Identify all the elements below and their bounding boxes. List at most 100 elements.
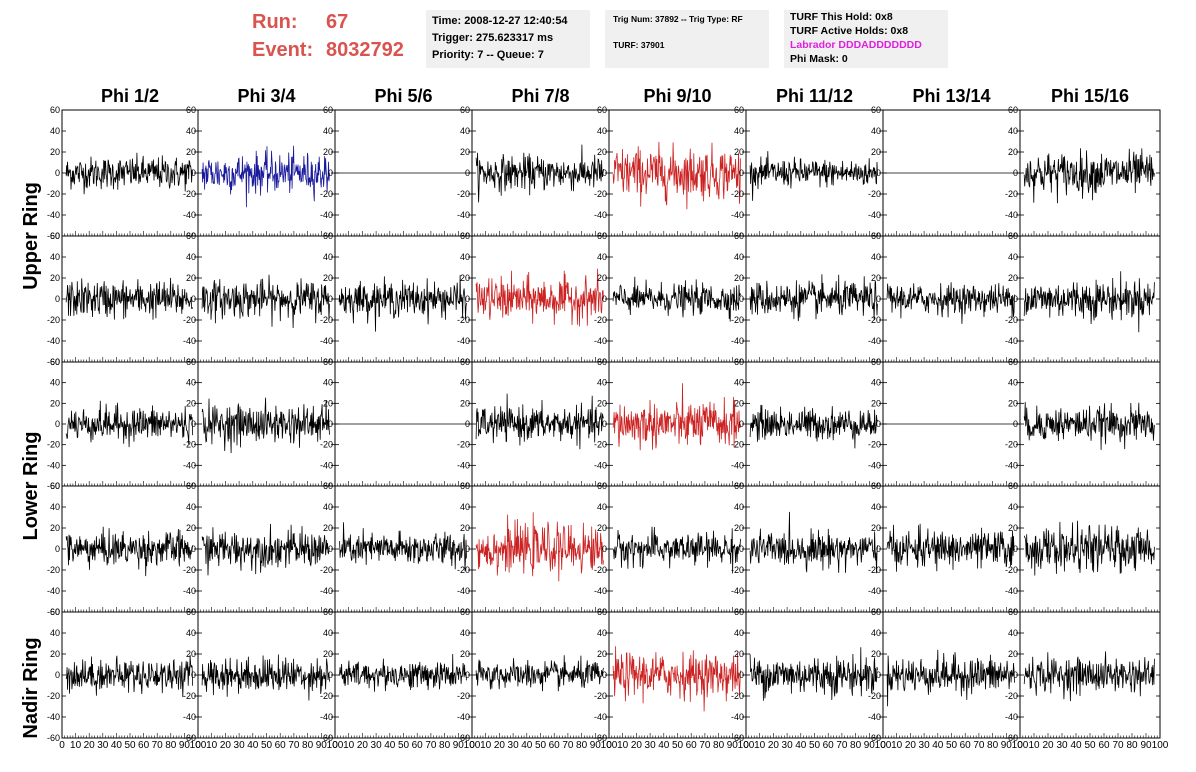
y-tick-label: -20 [47,691,60,701]
x-tick-label: 20 [631,740,643,751]
y-tick-label: 20 [460,649,470,659]
run-value: 67 [326,11,349,33]
y-tick-label: 60 [186,105,196,115]
y-tick-label: -20 [457,691,470,701]
x-tick-label: 100 [1012,740,1029,751]
y-tick-label: 40 [460,252,470,262]
y-tick-label: 60 [50,231,60,241]
y-tick-label: -20 [868,691,881,701]
x-tick-label: 50 [809,740,821,751]
y-tick-label: 0 [876,544,881,554]
x-tick-label: 80 [439,740,451,751]
waveform-trace [201,274,330,329]
y-tick-label: -40 [183,712,196,722]
panel-frame [745,611,884,739]
y-tick-label: -20 [47,315,60,325]
y-tick-label: 0 [739,670,744,680]
y-tick-label: 60 [597,105,607,115]
x-tick-label: 50 [124,740,136,751]
y-tick-label: 20 [186,523,196,533]
waveform-trace [475,268,604,327]
y-tick-label: 0 [328,544,333,554]
y-tick-label: 60 [186,607,196,617]
y-tick-label: 20 [460,523,470,533]
col-title-phi-3-4: Phi 3/4 [237,86,296,106]
y-tick-label: -40 [320,586,333,596]
x-tick-label: 0 [880,740,886,751]
x-tick-label: 90 [453,740,465,751]
waveform-trace [1023,651,1155,702]
y-tick-label: -20 [457,565,470,575]
y-tick-label: 60 [50,481,60,491]
y-tick-label: -20 [183,315,196,325]
turf-num-text: TURF: 37901 [613,40,665,50]
y-tick-label: -20 [320,440,333,450]
y-tick-label: -20 [868,315,881,325]
y-tick-label: -40 [183,586,196,596]
y-tick-label: 0 [602,544,607,554]
run-event-header: Run: 67 Event: 8032792 [252,8,404,64]
y-tick-label: -40 [183,460,196,470]
x-tick-label: 100 [601,740,618,751]
y-tick-label: 0 [876,670,881,680]
y-tick-label: 20 [460,273,470,283]
y-tick-label: -40 [594,336,607,346]
y-tick-label: 0 [55,670,60,680]
y-tick-label: -20 [731,691,744,701]
y-tick-label: 20 [734,147,744,157]
y-tick-label: 60 [734,105,744,115]
y-tick-label: 20 [871,649,881,659]
y-tick-label: 0 [602,419,607,429]
y-tick-label: -40 [457,712,470,722]
y-tick-label: 60 [734,231,744,241]
col-title-phi-15-16: Phi 15/16 [1050,86,1130,106]
y-tick-label: -40 [47,586,60,596]
y-tick-label: 20 [50,523,60,533]
y-tick-label: 60 [460,105,470,115]
y-tick-label: 60 [50,357,60,367]
y-tick-label: -20 [320,315,333,325]
col-title-phi-1-2: Phi 1/2 [100,86,160,106]
y-tick-label: 40 [460,378,470,388]
y-tick-label: 0 [328,670,333,680]
y-tick-label: 40 [871,252,881,262]
x-tick-label: 40 [1070,740,1082,751]
x-tick-label: 40 [795,740,807,751]
y-tick-label: -20 [594,315,607,325]
y-tick-label: 20 [323,273,333,283]
y-tick-label: 40 [460,126,470,136]
y-tick-label: 40 [1008,628,1018,638]
y-tick-label: -20 [183,189,196,199]
turf-hold-box: TURF This Hold: 0x8 TURF Active Holds: 0… [784,10,948,68]
y-tick-label: 60 [734,481,744,491]
y-tick-label: 60 [323,105,333,115]
y-tick-label: -20 [594,691,607,701]
x-tick-label: 80 [1126,740,1138,751]
y-tick-label: -40 [731,586,744,596]
y-tick-label: 0 [602,670,607,680]
waveform-trace [612,383,741,451]
y-tick-label: 60 [597,357,607,367]
waveform-trace [475,393,604,450]
y-tick-label: -60 [731,733,744,743]
y-tick-label: 0 [1013,670,1018,680]
y-tick-label: 0 [191,670,196,680]
waveform-trace [201,145,330,208]
y-tick-label: -20 [47,189,60,199]
y-tick-label: 20 [186,398,196,408]
y-tick-label: 20 [871,147,881,157]
y-tick-label: 40 [597,628,607,638]
y-tick-label: 20 [50,398,60,408]
y-tick-label: -40 [320,210,333,220]
x-tick-label: 70 [699,740,711,751]
waveform-trace [612,646,741,712]
y-tick-label: 40 [460,502,470,512]
y-tick-label: 60 [186,481,196,491]
